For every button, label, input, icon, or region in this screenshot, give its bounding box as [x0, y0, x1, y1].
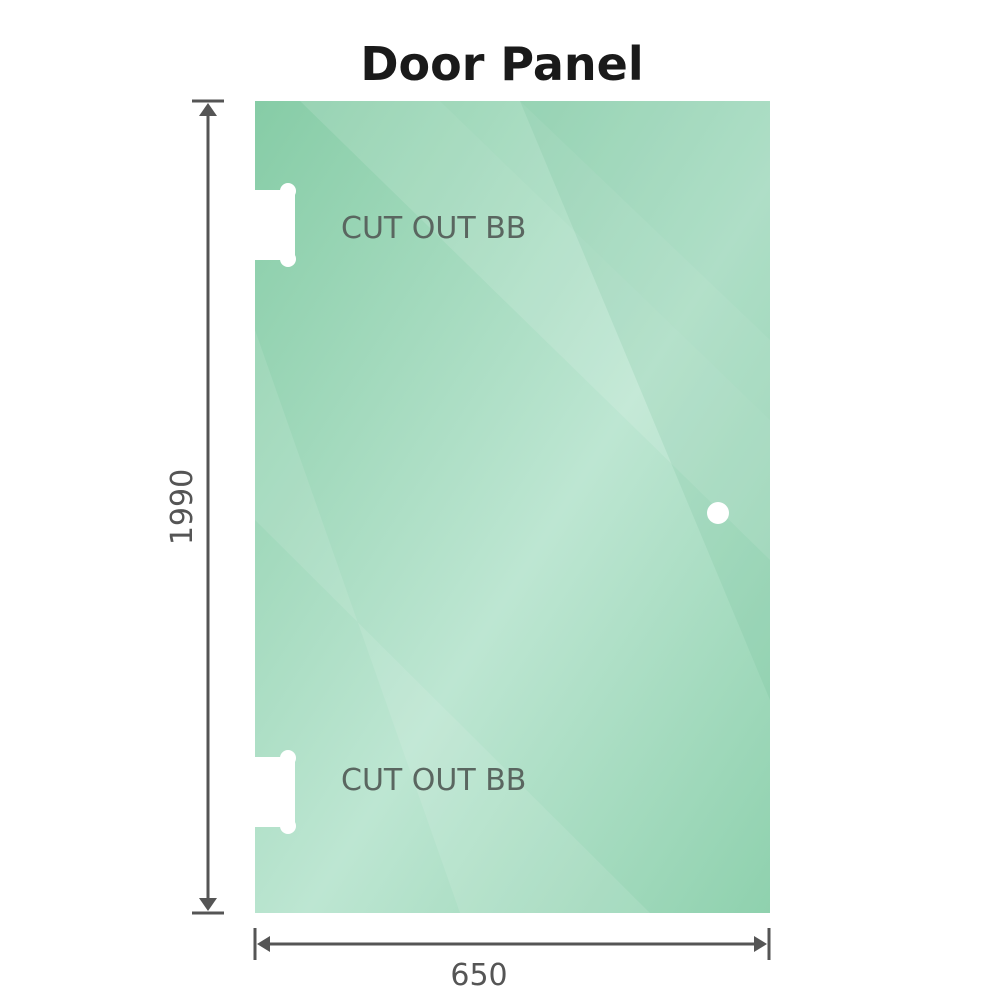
- height-dimension-label: 1990: [165, 469, 200, 545]
- cutout-bottom: [250, 750, 296, 834]
- cutout-label-top: CUT OUT BB: [341, 211, 526, 246]
- diagram-title: Door Panel: [360, 37, 643, 91]
- width-dimension-line: [253, 928, 771, 960]
- cutout-label-bottom: CUT OUT BB: [341, 763, 526, 798]
- height-dimension-line: [192, 99, 224, 915]
- glass-panel: [255, 101, 770, 913]
- handle-hole: [707, 502, 729, 524]
- cutout-top: [250, 183, 296, 267]
- width-dimension-label: 650: [450, 958, 507, 993]
